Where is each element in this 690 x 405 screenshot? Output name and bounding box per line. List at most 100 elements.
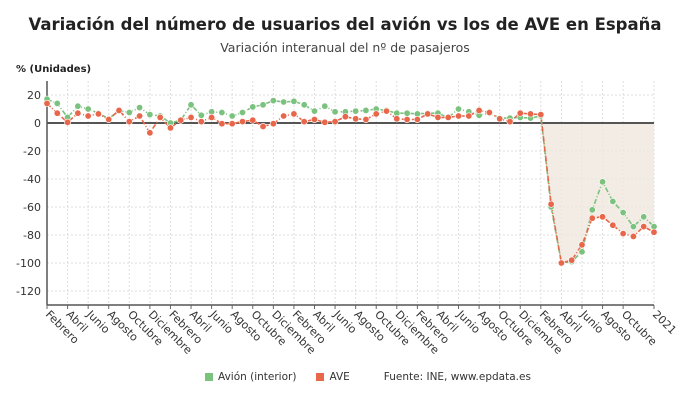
data-point-ave bbox=[424, 110, 432, 118]
legend-label-avion: Avión (interior) bbox=[218, 371, 297, 383]
data-point-avion bbox=[362, 106, 370, 114]
data-point-ave bbox=[321, 118, 329, 126]
data-point-ave bbox=[166, 124, 174, 132]
data-point-ave bbox=[434, 113, 442, 121]
y-tick-label: 20 bbox=[27, 89, 41, 102]
y-tick-label: -100 bbox=[16, 257, 41, 270]
data-point-avion bbox=[136, 104, 144, 112]
data-point-ave bbox=[444, 113, 452, 121]
data-point-ave bbox=[177, 116, 185, 124]
data-point-ave bbox=[352, 115, 360, 123]
data-point-ave bbox=[125, 118, 133, 126]
legend-label-ave: AVE bbox=[329, 371, 350, 383]
data-point-ave bbox=[578, 241, 586, 249]
data-point-avion bbox=[300, 101, 308, 109]
data-point-ave bbox=[609, 221, 617, 229]
data-point-ave bbox=[259, 123, 267, 131]
y-tick-label: -60 bbox=[23, 201, 41, 214]
data-point-avion bbox=[53, 99, 61, 107]
data-point-ave bbox=[496, 115, 504, 123]
y-tick-label: -80 bbox=[23, 229, 41, 242]
data-point-ave bbox=[156, 113, 164, 121]
data-point-ave bbox=[557, 259, 565, 267]
data-point-ave bbox=[619, 230, 627, 238]
data-point-ave bbox=[485, 109, 493, 117]
data-point-ave bbox=[372, 110, 380, 118]
data-point-ave bbox=[238, 118, 246, 126]
data-point-ave bbox=[269, 120, 277, 128]
data-point-ave bbox=[310, 116, 318, 124]
data-point-ave bbox=[506, 118, 514, 126]
data-point-ave bbox=[136, 112, 144, 120]
data-point-avion bbox=[619, 209, 627, 217]
data-point-ave bbox=[84, 112, 92, 120]
data-point-ave bbox=[64, 118, 72, 126]
data-point-ave bbox=[629, 232, 637, 240]
legend: Avión (interior) AVE Fuente: INE, www.ep… bbox=[205, 371, 531, 383]
source-note: Fuente: INE, www.epdata.es bbox=[383, 371, 531, 383]
data-point-ave bbox=[115, 106, 123, 114]
data-point-ave bbox=[568, 256, 576, 264]
data-point-ave bbox=[208, 113, 216, 121]
data-point-ave bbox=[74, 109, 82, 117]
data-point-ave bbox=[516, 109, 524, 117]
data-point-ave bbox=[403, 116, 411, 124]
data-point-ave bbox=[43, 99, 51, 107]
data-point-ave bbox=[537, 111, 545, 119]
data-point-avion bbox=[352, 107, 360, 115]
data-point-ave bbox=[218, 120, 226, 128]
legend-swatch-avion bbox=[205, 373, 213, 381]
data-point-avion bbox=[259, 101, 267, 109]
data-point-ave bbox=[640, 223, 648, 231]
data-point-avion bbox=[74, 102, 82, 110]
data-point-avion bbox=[290, 97, 298, 105]
data-point-ave bbox=[290, 110, 298, 118]
data-point-ave bbox=[197, 118, 205, 126]
data-point-ave bbox=[547, 200, 555, 208]
chart-subtitle: Variación interanual del nº de pasajeros bbox=[220, 40, 470, 55]
data-point-ave bbox=[465, 112, 473, 120]
data-point-avion bbox=[280, 98, 288, 106]
data-point-avion bbox=[640, 213, 648, 221]
data-point-ave bbox=[650, 228, 658, 236]
chart-title: Variación del número de usuarios del avi… bbox=[28, 15, 662, 34]
data-point-avion bbox=[238, 109, 246, 117]
data-point-ave bbox=[300, 118, 308, 126]
data-point-ave bbox=[331, 118, 339, 126]
data-point-avion bbox=[629, 223, 637, 231]
data-point-ave bbox=[94, 110, 102, 118]
data-point-avion bbox=[187, 101, 195, 109]
data-point-ave bbox=[341, 113, 349, 121]
data-point-avion bbox=[331, 108, 339, 116]
data-point-ave bbox=[588, 214, 596, 222]
data-point-avion bbox=[125, 109, 133, 117]
y-tick-label: -40 bbox=[23, 173, 41, 186]
data-point-avion bbox=[197, 111, 205, 119]
data-point-avion bbox=[578, 248, 586, 256]
data-point-ave bbox=[527, 110, 535, 118]
data-point-ave bbox=[249, 116, 257, 124]
data-point-avion bbox=[146, 111, 154, 119]
data-point-ave bbox=[393, 115, 401, 123]
data-point-ave bbox=[383, 107, 391, 115]
data-point-avion bbox=[321, 102, 329, 110]
legend-swatch-ave bbox=[316, 373, 325, 381]
data-point-avion bbox=[588, 206, 596, 214]
data-point-avion bbox=[609, 197, 617, 205]
data-point-avion bbox=[228, 112, 236, 120]
data-point-avion bbox=[84, 105, 92, 113]
data-point-avion bbox=[599, 178, 607, 186]
data-point-avion bbox=[218, 109, 226, 117]
y-tick-label: -20 bbox=[23, 145, 41, 158]
data-point-ave bbox=[53, 109, 61, 117]
data-point-avion bbox=[403, 109, 411, 117]
data-point-ave bbox=[599, 213, 607, 221]
data-point-ave bbox=[105, 116, 113, 124]
data-point-ave bbox=[187, 113, 195, 121]
y-axis-label: % (Unidades) bbox=[16, 64, 92, 75]
data-point-ave bbox=[413, 116, 421, 124]
data-point-ave bbox=[280, 112, 288, 120]
data-point-ave bbox=[475, 106, 483, 114]
